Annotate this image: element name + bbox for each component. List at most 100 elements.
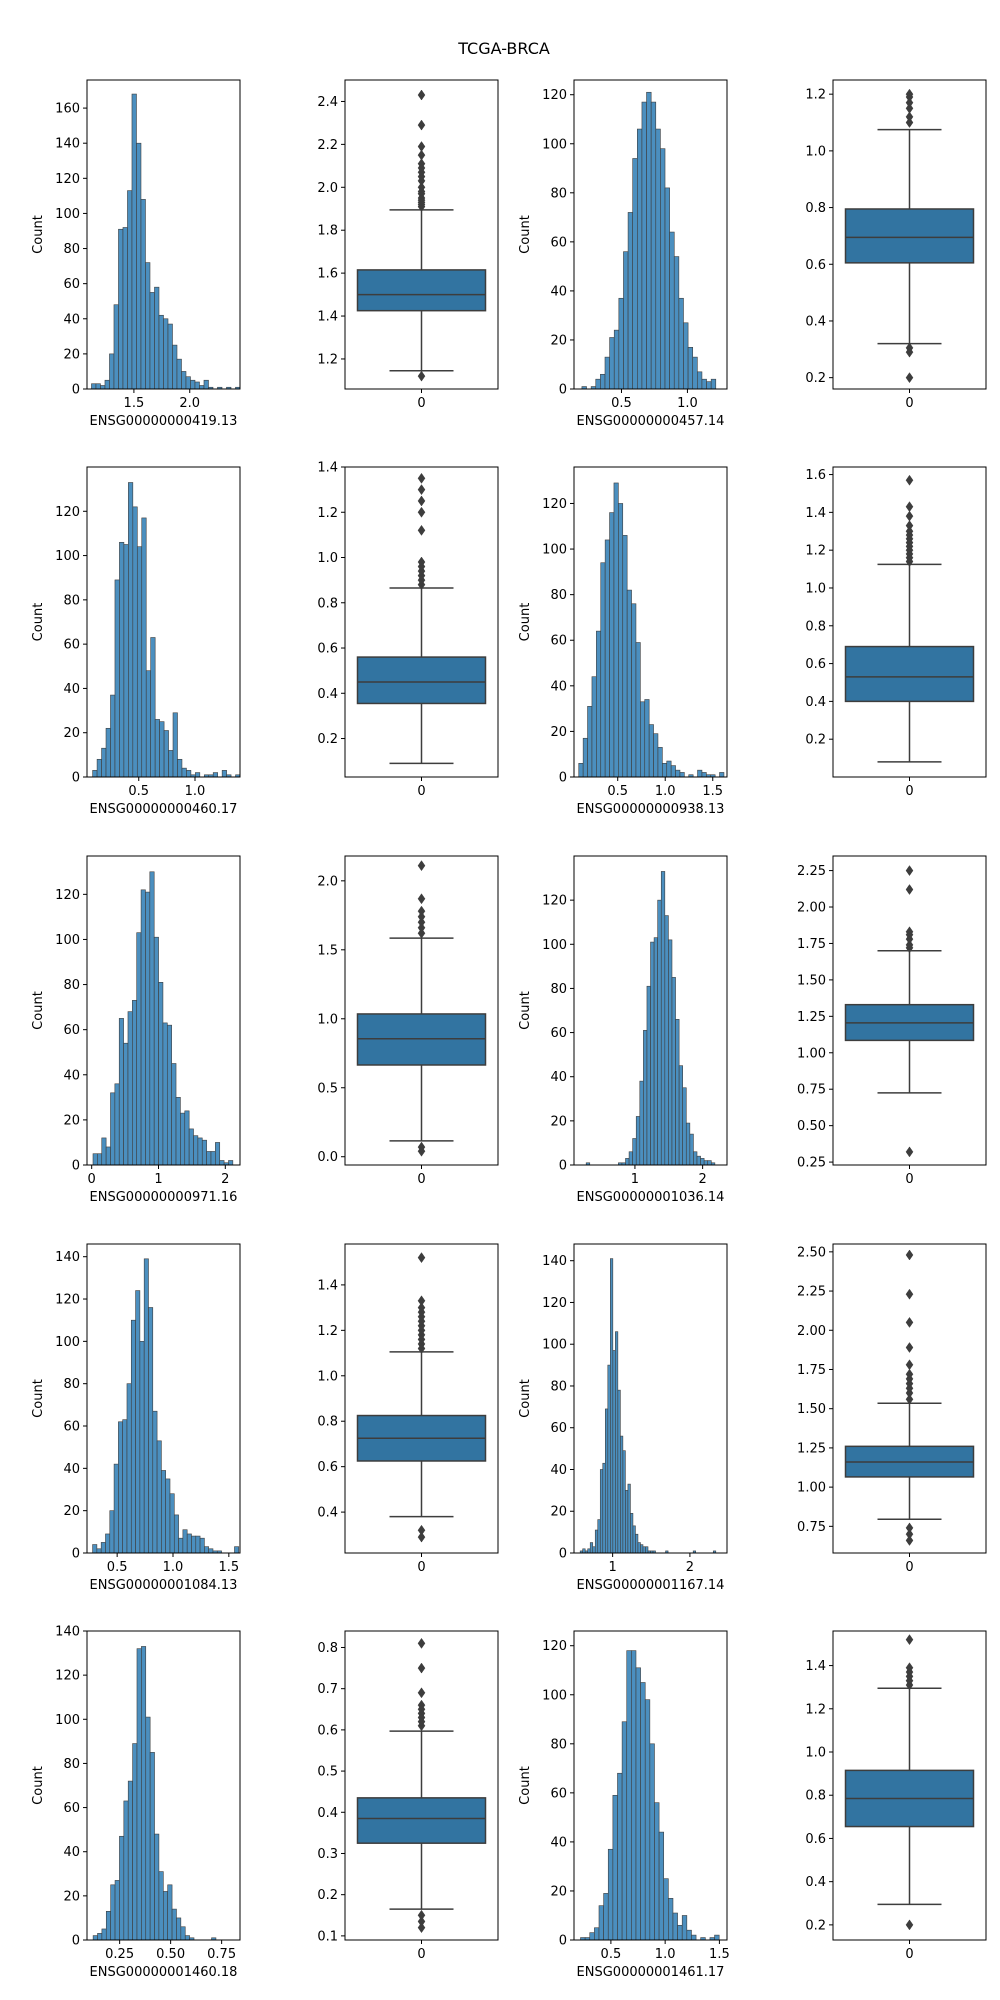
- histogram-bar: [719, 772, 725, 778]
- y-tick-label: 0.8: [805, 1789, 826, 1804]
- y-tick-label: 0.6: [805, 1832, 826, 1847]
- histogram-bars: [580, 1650, 720, 1941]
- outlier-point: [905, 1146, 914, 1158]
- y-tick-label: 1.6: [317, 267, 338, 282]
- histogram-bar: [167, 1884, 173, 1941]
- histogram-bar: [675, 1019, 680, 1166]
- x-tick-label: 1: [154, 1172, 162, 1187]
- x-tick-label: 1.5: [218, 1560, 239, 1575]
- subplot-1: 1.5 2.0 ENSG00000000419.13 Count 0 20 40 60 80 10…: [31, 79, 241, 429]
- histogram-bar: [110, 1884, 116, 1941]
- boxplot: [356, 1637, 487, 1934]
- histogram-bar: [199, 385, 205, 390]
- histogram-bar: [597, 1519, 601, 1554]
- x-axis-label: ENSG00000001036.14: [577, 1190, 725, 1205]
- outlier-point: [905, 372, 914, 384]
- outlier-point: [417, 1295, 426, 1307]
- histogram-bar: [635, 1116, 641, 1166]
- y-tick-label: 0.4: [317, 1506, 338, 1521]
- axes-frame: [832, 466, 987, 778]
- y-tick-label: 160: [55, 102, 80, 117]
- histogram-bar: [182, 1529, 188, 1554]
- outlier-point: [905, 1359, 914, 1371]
- histogram-bar: [132, 1743, 138, 1941]
- histogram-bar: [622, 1450, 626, 1554]
- outlier-point: [905, 510, 914, 522]
- y-tick-label: 120: [542, 88, 567, 103]
- histogram-bar: [171, 1908, 177, 1941]
- histogram-bar: [139, 1341, 145, 1554]
- y-tick-label: 60: [550, 1026, 567, 1041]
- outlier-point: [417, 1687, 426, 1699]
- outlier-point: [417, 916, 426, 928]
- axes-frame: [344, 1243, 499, 1554]
- histogram-bar: [681, 1915, 688, 1941]
- histogram-bar: [600, 562, 606, 778]
- y-tick-label: 2.0: [317, 874, 338, 889]
- y-tick-label: 0.4: [317, 687, 338, 702]
- x-axis-label: ENSG00000000419.13: [90, 414, 238, 429]
- histogram-bar: [628, 1151, 633, 1166]
- x-tick-label: 0: [905, 1172, 913, 1187]
- histogram-bars: [92, 1646, 217, 1941]
- histogram-bar: [604, 356, 610, 390]
- x-tick-label: 1.5: [702, 784, 723, 799]
- histogram-bar: [186, 770, 192, 778]
- boxplot: [356, 472, 487, 765]
- subplot-8: 0 0.2 0.4 0.6 0.8 1.0 1.2 1.4 1.6: [805, 466, 987, 799]
- y-tick-label: 40: [63, 682, 80, 697]
- y-tick-label: 120: [55, 888, 80, 903]
- y-tick-label: 1.2: [317, 1324, 338, 1339]
- y-tick-label: 80: [63, 1757, 80, 1772]
- y-tick-label: 20: [550, 1884, 567, 1899]
- y-axis-label: Count: [518, 1766, 533, 1805]
- x-axis-label: ENSG00000001461.17: [577, 1965, 725, 1980]
- y-tick-label: 0.25: [797, 1156, 826, 1171]
- histogram-bar: [145, 670, 151, 778]
- histogram-bar: [109, 1510, 115, 1554]
- y-tick-label: 1.25: [797, 1441, 826, 1456]
- histogram-bar: [689, 1133, 694, 1166]
- outlier-point: [417, 506, 426, 518]
- histogram-bar: [610, 1258, 614, 1554]
- histogram-bar: [607, 1848, 614, 1941]
- histogram-bar: [181, 767, 187, 778]
- axes-frame: [573, 466, 728, 778]
- histogram-bar: [686, 1929, 692, 1941]
- histogram-bar: [600, 373, 606, 390]
- histogram-bars: [578, 482, 725, 778]
- outlier-point: [905, 525, 914, 537]
- histogram-bar: [657, 747, 663, 778]
- histogram-bar: [204, 1546, 209, 1554]
- y-tick-label: 0: [72, 1934, 80, 1949]
- y-tick-label: 20: [63, 1504, 80, 1519]
- histogram-bar: [130, 1319, 136, 1554]
- outlier-point: [905, 1316, 914, 1328]
- x-axis-label: ENSG00000000460.17: [90, 802, 238, 817]
- histogram-bar: [663, 1878, 669, 1941]
- histogram-bar: [685, 1122, 691, 1166]
- y-tick-label: 20: [63, 1889, 80, 1904]
- histogram-bar: [110, 694, 116, 778]
- histogram-bar: [185, 376, 191, 390]
- x-axis-label: ENSG00000000457.14: [577, 414, 725, 429]
- histogram-bar: [615, 1331, 619, 1554]
- histogram-bar: [603, 1893, 609, 1941]
- histogram-bar: [118, 228, 124, 390]
- histogram-bar: [96, 1548, 102, 1554]
- histogram-bars: [579, 1258, 717, 1554]
- y-tick-label: 1.50: [797, 1402, 826, 1417]
- histogram-bar: [141, 517, 147, 778]
- outlier-point: [417, 141, 426, 152]
- x-tick-label: 0: [905, 1947, 913, 1962]
- axes-frame: [573, 1243, 728, 1554]
- histogram-bar: [127, 190, 133, 390]
- outlier-point: [417, 158, 426, 170]
- subplot-18: 0 0.1 0.2 0.3 0.4 0.5 0.6 0.7 0.8: [317, 1630, 499, 1962]
- subplot-grid: 1.5 2.0 ENSG00000000419.13 Count 0 20 40 60 80 1 0…: [31, 79, 987, 1980]
- x-tick-label: 0: [417, 784, 425, 799]
- histogram-bar: [618, 503, 624, 778]
- y-tick-label: 80: [63, 1377, 80, 1392]
- y-tick-label: 2.2: [317, 138, 338, 153]
